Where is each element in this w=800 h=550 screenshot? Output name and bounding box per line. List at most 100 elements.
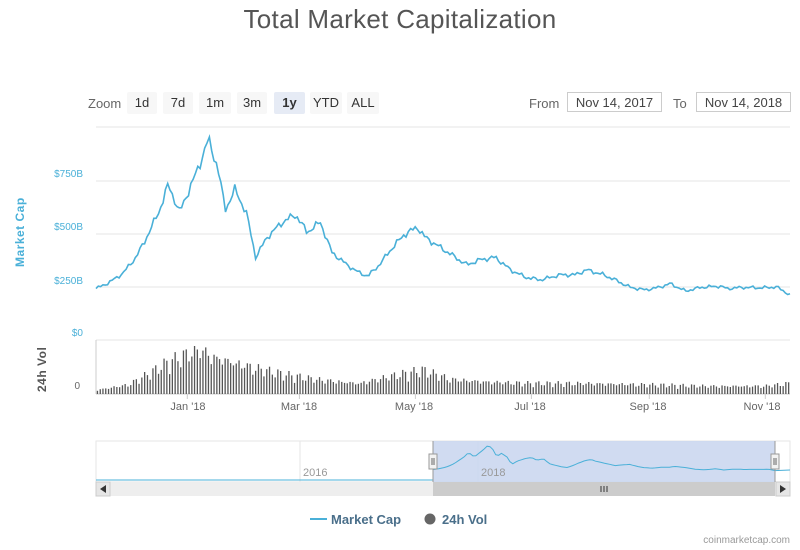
volume-bar [235,363,237,394]
volume-bar [488,381,490,394]
zoom-all-button[interactable]: ALL [347,92,379,114]
volume-bar [629,383,632,394]
volume-bar [535,382,537,394]
scroll-right-button[interactable] [775,481,791,497]
volume-bar [740,386,743,394]
volume-bar [593,385,595,394]
volume-bar [302,380,304,394]
range-to-input[interactable]: Nov 14, 2018 [696,92,791,112]
volume-bar [391,374,393,394]
scroll-left-button[interactable] [95,481,111,497]
volume-bar [649,384,651,394]
volume-bar [652,382,654,394]
zoom-1m-button[interactable]: 1m [199,92,231,114]
navigator-left-handle[interactable] [428,453,438,470]
volume-bar [274,377,276,394]
legend-item-market-cap[interactable]: Market Cap [331,512,402,527]
volume-bar [491,384,493,394]
volume-bar [760,388,762,394]
volume-bar [671,383,673,394]
y-tick-label: $500B [54,222,83,233]
volume-bar [349,381,351,394]
volume-bar [738,386,740,394]
zoom-ytd-button[interactable]: YTD [310,92,342,114]
x-tick-label: Mar '18 [280,401,318,413]
zoom-1y-button[interactable]: 1y [274,92,305,114]
volume-bar [660,383,662,394]
volume-bar [305,380,307,394]
volume-bar [393,372,396,394]
volume-bar [532,387,534,394]
volume-bar [166,360,168,394]
volume-bar [169,374,171,394]
volume-bar [632,383,634,394]
volume-bar [557,381,559,394]
navigator-series-line [96,445,791,481]
volume-bar [141,377,143,394]
volume-bar [774,384,776,394]
volume-bar [615,385,618,394]
zoom-3m-button[interactable]: 3m [237,92,267,114]
x-tick-label: Sep '18 [629,401,667,413]
volume-bar [138,383,140,394]
volume-bar [549,382,551,394]
volume-bar [402,369,404,394]
scrollbar-grip-icon [600,486,608,492]
volume-bar [382,375,384,394]
volume-bar [119,387,121,394]
range-to-label: To [673,96,687,111]
volume-bar [202,350,204,394]
chart-title: Total Market Capitalization [243,4,557,34]
volume-bar [524,383,526,394]
volume-bar [224,358,226,394]
volume-bar [782,386,784,394]
zoom-7d-button[interactable]: 7d [163,92,193,114]
volume-bar [207,355,210,394]
volume-bar [435,373,437,394]
volume-bar [146,375,149,394]
volume-bar [366,384,368,394]
volume-bar [479,383,482,394]
volume-bar [282,380,285,394]
volume-bar [607,383,609,394]
volume-bar [107,388,110,394]
volume-bar [160,369,162,394]
volume-bar [404,371,407,394]
volume-bar [257,364,260,394]
volume-bar [454,378,457,394]
volume-bar [471,381,473,394]
volume-bar [127,386,129,394]
volume-bar [196,349,198,394]
volume-bar [116,387,118,394]
volume-bar [699,386,701,394]
volume-bar [721,385,723,394]
range-from-input[interactable]: Nov 14, 2017 [567,92,662,112]
volume-bar [249,363,251,394]
volume-bar [585,383,587,394]
volume-bar [521,386,523,394]
vol-tick-label: 0 [74,381,80,392]
volume-bar [163,358,165,394]
volume-bar [155,365,157,394]
volume-bar [232,365,235,394]
volume-bar [227,358,229,394]
credits-link[interactable]: coinmarketcap.com [703,535,790,546]
volume-bar [105,388,107,394]
volume-bar [335,383,337,394]
volume-bar [702,384,704,394]
navigator-selected-range[interactable] [433,441,775,482]
volume-bar [293,382,296,394]
volume-bar [710,385,712,394]
volume-bar [571,385,573,394]
legend-item-volume[interactable]: 24h Vol [442,512,488,527]
volume-bar [724,385,726,394]
volume-bar [668,386,670,394]
navigator-right-handle[interactable] [770,453,780,470]
volume-bar [324,383,326,394]
volume-bar [96,390,99,394]
volume-bar [313,382,315,394]
volume-bar [346,383,348,394]
volume-bar [152,368,154,394]
volume-bar [504,382,507,394]
zoom-1d-button[interactable]: 1d [127,92,157,114]
